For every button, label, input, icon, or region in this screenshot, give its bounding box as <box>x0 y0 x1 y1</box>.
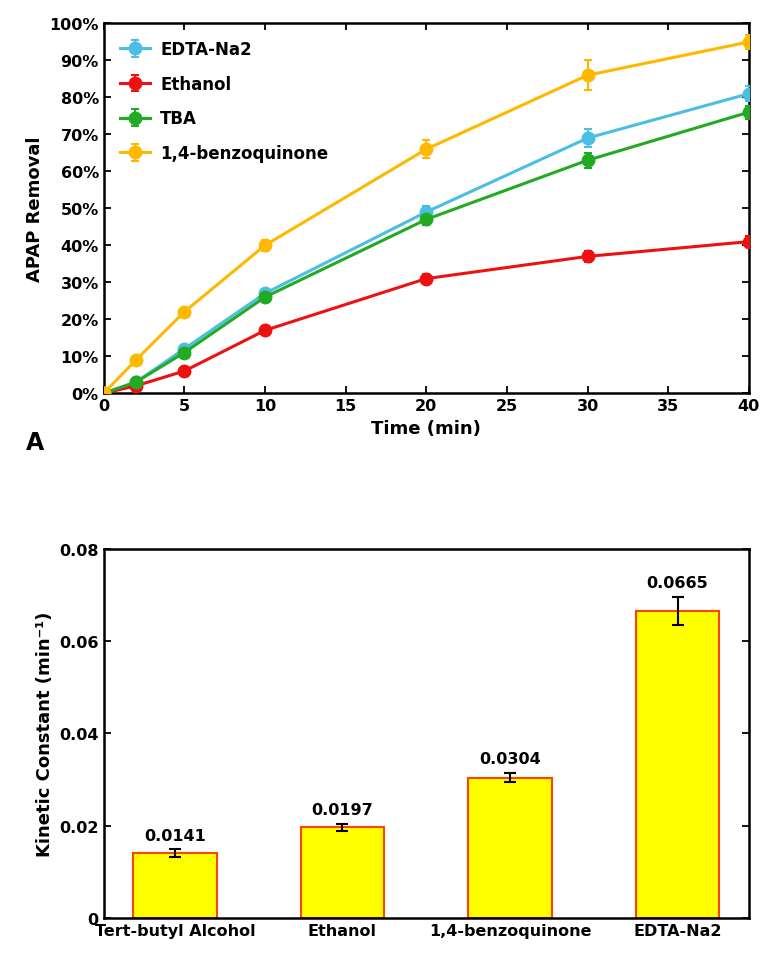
Text: 0.0665: 0.0665 <box>647 575 708 590</box>
Text: A: A <box>26 431 45 454</box>
Legend: EDTA-Na2, Ethanol, TBA, 1,4-benzoquinone: EDTA-Na2, Ethanol, TBA, 1,4-benzoquinone <box>112 33 337 171</box>
Bar <box>133 853 217 918</box>
Bar <box>468 778 552 918</box>
X-axis label: Time (min): Time (min) <box>371 419 482 437</box>
Bar <box>300 828 384 918</box>
Bar <box>636 612 720 918</box>
Text: 0.0141: 0.0141 <box>144 828 206 842</box>
Y-axis label: APAP Removal: APAP Removal <box>26 137 44 281</box>
Y-axis label: Kinetic Constant (min⁻¹): Kinetic Constant (min⁻¹) <box>36 612 54 856</box>
Text: 0.0304: 0.0304 <box>479 751 541 767</box>
Text: 0.0197: 0.0197 <box>312 802 373 817</box>
